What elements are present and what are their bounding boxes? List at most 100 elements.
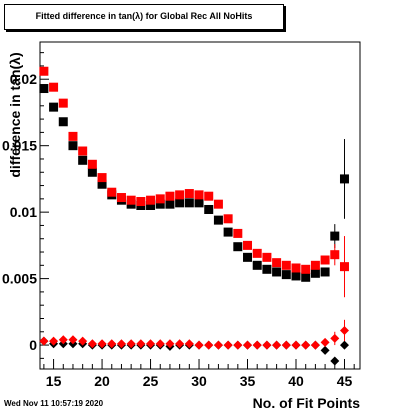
data-point [272, 258, 282, 268]
data-point [49, 82, 59, 92]
data-point [262, 340, 272, 350]
data-point [310, 268, 320, 278]
data-point [78, 155, 88, 165]
data-point [233, 242, 243, 252]
data-point [233, 340, 243, 350]
y-tick-label: 0.015 [2, 138, 37, 154]
data-point [330, 333, 340, 343]
data-point [87, 339, 97, 349]
data-point [39, 66, 49, 76]
data-point [175, 190, 185, 200]
data-point [39, 84, 49, 94]
data-point [87, 159, 97, 169]
data-point [146, 195, 156, 205]
data-point [310, 340, 320, 350]
series-1 [39, 66, 349, 298]
data-point [97, 339, 107, 349]
data-point [339, 325, 349, 335]
data-point [310, 260, 320, 270]
data-point [155, 194, 165, 204]
data-point [281, 340, 291, 350]
data-point [213, 215, 223, 225]
data-point [78, 146, 88, 156]
footer-timestamp: Wed Nov 11 10:57:19 2020 [4, 399, 104, 408]
data-point [223, 214, 233, 224]
data-point [320, 255, 330, 265]
data-point [272, 340, 282, 350]
x-tick-label: 40 [288, 373, 304, 389]
data-point [252, 260, 262, 270]
data-point [116, 339, 126, 349]
data-point [194, 198, 204, 208]
data-point [175, 339, 185, 349]
data-point [243, 340, 253, 350]
data-point [126, 195, 136, 205]
x-tick-label: 15 [46, 373, 62, 389]
data-point [146, 339, 156, 349]
data-point [330, 356, 340, 366]
data-point [204, 340, 214, 350]
data-point [301, 264, 311, 274]
x-tick-label: 30 [191, 373, 207, 389]
data-point [136, 339, 146, 349]
x-axis-label: No. of Fit Points [252, 395, 360, 411]
data-point [301, 340, 311, 350]
data-point [252, 340, 262, 350]
data-point [136, 197, 146, 207]
data-series [39, 66, 349, 366]
data-point [272, 267, 282, 277]
x-tick-label: 25 [143, 373, 159, 389]
data-point [155, 199, 165, 209]
data-point [58, 117, 68, 127]
data-point [262, 252, 272, 262]
data-point [146, 201, 156, 210]
data-point [213, 199, 223, 209]
data-point [165, 339, 175, 349]
data-point [291, 263, 301, 273]
title-box: Fitted difference in tan(λ) for Global R… [4, 4, 284, 30]
data-point [58, 98, 68, 108]
data-point [184, 189, 194, 199]
data-point [184, 339, 194, 349]
data-point [68, 141, 78, 151]
data-point [68, 131, 78, 141]
data-point [233, 228, 243, 238]
plot-frame [39, 41, 361, 370]
data-point [116, 193, 126, 203]
data-point [339, 262, 349, 272]
data-point [155, 339, 165, 349]
data-point [243, 240, 253, 250]
data-point [252, 248, 262, 258]
data-point [97, 179, 107, 189]
data-point [107, 187, 117, 197]
data-point [281, 270, 291, 280]
series-0 [39, 84, 349, 282]
data-point [223, 227, 233, 237]
axis-ticks: 15 20 25 30 35 40 45 0 0.005 0.01 0.015 0.02 [2, 52, 355, 389]
plot-border [39, 41, 361, 370]
data-point [301, 272, 311, 282]
y-tick-label: 0.02 [10, 71, 37, 87]
data-point [223, 340, 233, 350]
data-point [204, 191, 214, 201]
y-tick-label: 0.01 [10, 204, 37, 220]
data-point [194, 340, 204, 350]
data-point [97, 173, 107, 183]
data-point [39, 336, 49, 346]
data-point [291, 340, 301, 350]
y-tick-label: 0 [29, 337, 37, 353]
data-point [58, 335, 68, 345]
data-point [339, 174, 349, 184]
data-point [213, 340, 223, 350]
y-axis-label: difference in tan(λ) [7, 52, 23, 178]
x-tick-label: 35 [240, 373, 256, 389]
data-point [165, 199, 175, 209]
data-point [291, 271, 301, 281]
data-point [320, 267, 330, 277]
data-point [243, 252, 253, 262]
data-point [262, 264, 272, 274]
data-point [204, 204, 214, 214]
data-point [68, 335, 78, 345]
x-tick-label: 20 [94, 373, 110, 389]
